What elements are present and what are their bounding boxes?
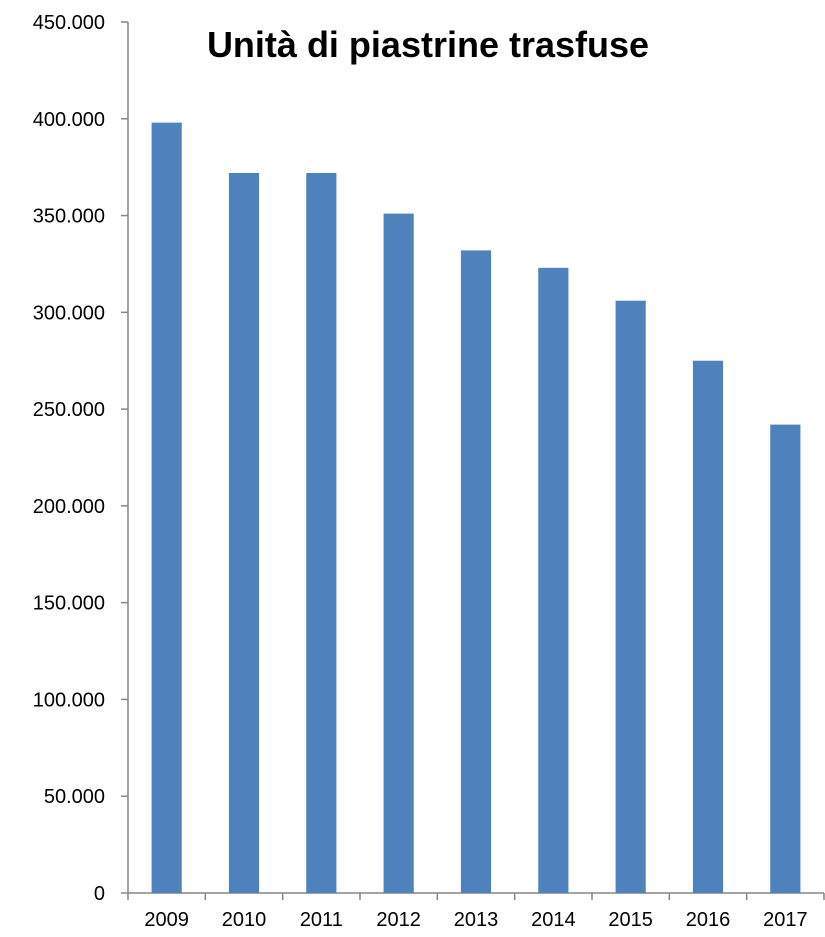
y-tick-label: 150.000 [33, 593, 105, 615]
bar-2013 [460, 250, 492, 893]
bar-2017 [770, 424, 801, 893]
y-tick-label: 250.000 [33, 399, 105, 421]
y-tick-label: 450.000 [33, 12, 105, 34]
x-tick-label: 2012 [376, 909, 421, 931]
bar-2016 [692, 360, 724, 893]
x-tick-label: 2016 [686, 909, 731, 931]
x-tick-label: 2010 [222, 909, 267, 931]
bar-2014 [538, 267, 569, 893]
x-tick-label: 2015 [608, 909, 653, 931]
y-axis-ticks: 0 50.000 100.000 150.000 200.000 250.000 300.0… [33, 12, 128, 905]
bar-series [151, 122, 801, 894]
bar-2011 [306, 172, 337, 893]
bar-2012 [383, 213, 414, 893]
bar-2009 [151, 122, 182, 894]
x-tick-label: 2014 [531, 909, 576, 931]
bar-2015 [615, 300, 646, 894]
y-tick-label: 50.000 [44, 786, 105, 808]
y-tick-label: 0 [94, 883, 105, 905]
x-tick-label: 2017 [763, 909, 808, 931]
x-tick-label: 2011 [300, 909, 343, 931]
x-tick-label: 2013 [454, 909, 499, 931]
chart-title: Unità di piastrine trasfuse [207, 24, 649, 65]
y-tick-label: 400.000 [33, 109, 105, 131]
y-tick-label: 200.000 [33, 496, 105, 518]
bar-2010 [228, 172, 260, 893]
y-tick-label: 350.000 [33, 206, 105, 228]
y-tick-label: 300.000 [33, 302, 105, 324]
x-axis-ticks: 2009 2010 2011 2012 2013 2014 2015 2016 2017 [127, 893, 825, 931]
y-tick-label: 100.000 [33, 689, 105, 711]
x-tick-label: 2009 [144, 909, 189, 931]
